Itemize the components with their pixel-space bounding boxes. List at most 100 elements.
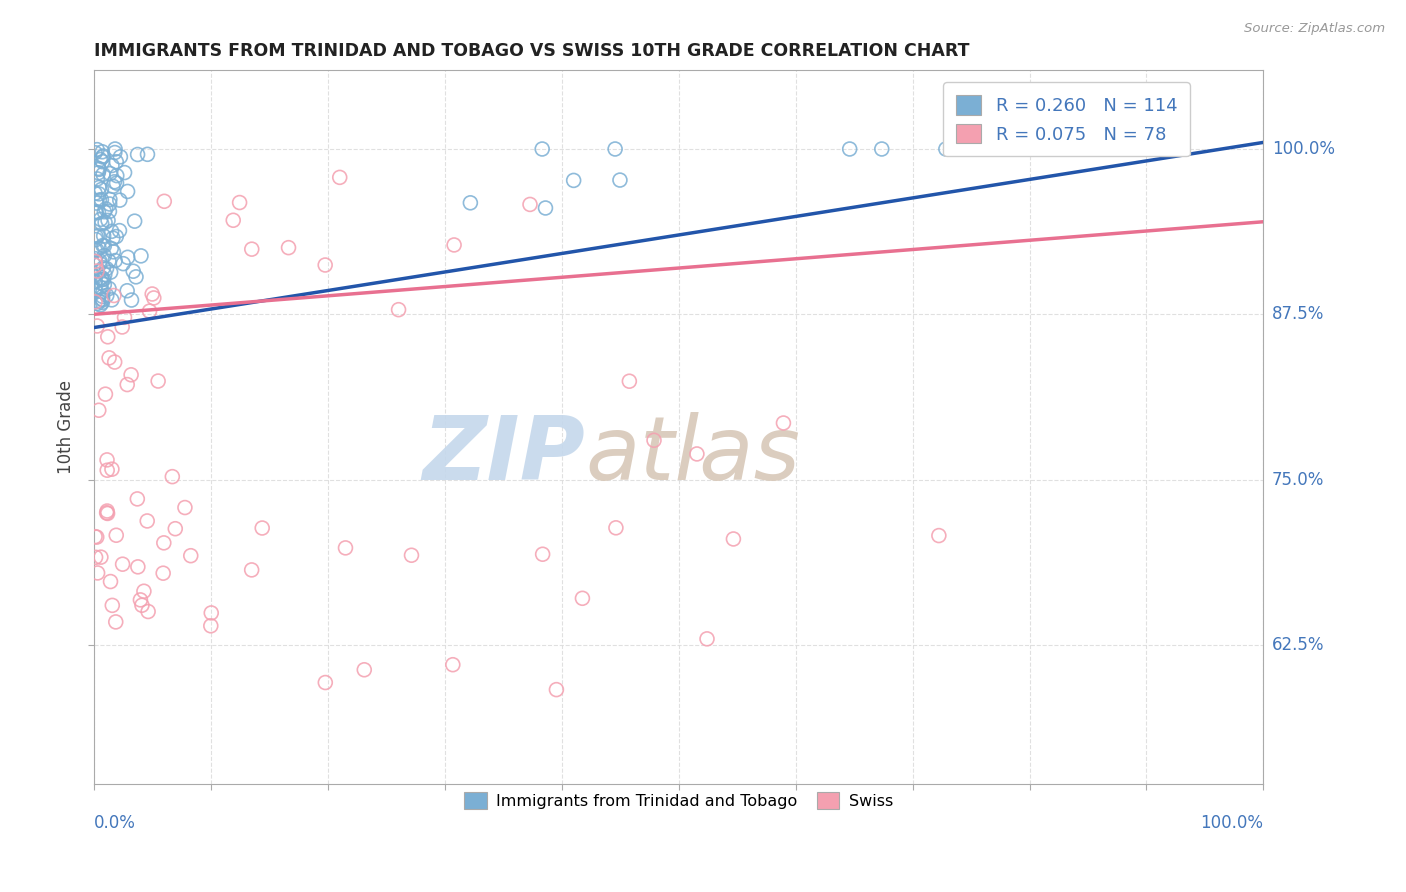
Point <box>86 296 108 310</box>
Point <box>100 242 122 256</box>
Point <box>122 264 145 278</box>
Point <box>105 528 128 542</box>
Point <box>87 205 110 219</box>
Point <box>121 293 143 307</box>
Point <box>91 167 114 181</box>
Point <box>772 416 794 430</box>
Point <box>91 295 114 310</box>
Point <box>90 182 112 196</box>
Point <box>93 260 115 275</box>
Point <box>162 469 184 483</box>
Point <box>89 193 111 207</box>
Point <box>112 257 135 271</box>
Point <box>101 179 124 194</box>
Point <box>619 374 641 388</box>
Point <box>93 249 115 263</box>
Point <box>174 500 197 515</box>
Point <box>89 280 111 294</box>
Point <box>98 193 121 207</box>
Point <box>84 243 107 257</box>
Point <box>152 566 174 581</box>
Point <box>98 281 121 295</box>
Point <box>84 274 107 288</box>
Point <box>89 153 111 167</box>
Point <box>84 254 107 268</box>
Text: 100.0%: 100.0% <box>1201 814 1264 832</box>
Point <box>870 142 893 156</box>
Point <box>115 284 138 298</box>
Point <box>84 284 107 298</box>
Point <box>387 302 409 317</box>
Point <box>100 574 122 589</box>
Point <box>84 186 107 201</box>
Text: ZIP: ZIP <box>422 412 585 499</box>
Point <box>129 249 152 263</box>
Point <box>531 142 554 156</box>
Point <box>838 142 860 156</box>
Point <box>519 197 541 211</box>
Point <box>136 514 159 528</box>
Text: 87.5%: 87.5% <box>1272 305 1324 323</box>
Point <box>84 530 107 544</box>
Point <box>240 563 263 577</box>
Point <box>110 150 132 164</box>
Point <box>131 599 153 613</box>
Point <box>97 213 120 227</box>
Point <box>91 292 114 306</box>
Point <box>101 231 124 245</box>
Point <box>314 258 336 272</box>
Point <box>91 154 114 169</box>
Point <box>97 507 120 521</box>
Point <box>153 194 176 209</box>
Point <box>141 287 163 301</box>
Point <box>84 206 107 220</box>
Point <box>87 161 110 176</box>
Point <box>443 238 465 252</box>
Point <box>90 212 112 227</box>
Point <box>153 536 176 550</box>
Point <box>105 169 128 183</box>
Point <box>84 294 107 309</box>
Point <box>93 204 115 219</box>
Point <box>91 293 114 307</box>
Point <box>562 173 585 187</box>
Point <box>460 195 482 210</box>
Point <box>96 261 118 276</box>
Point <box>86 243 108 257</box>
Point <box>84 229 107 244</box>
Point <box>127 559 149 574</box>
Point <box>87 403 110 417</box>
Y-axis label: 10th Grade: 10th Grade <box>58 380 75 474</box>
Point <box>86 228 108 243</box>
Point <box>101 462 124 476</box>
Point <box>91 150 114 164</box>
Point <box>91 289 114 303</box>
Point <box>87 180 110 194</box>
Point <box>935 142 957 156</box>
Point <box>104 142 127 156</box>
Point <box>104 145 127 160</box>
Point <box>103 175 125 189</box>
Point <box>222 213 245 227</box>
Point <box>86 566 108 580</box>
Point <box>103 244 125 259</box>
Point <box>643 434 665 448</box>
Point <box>111 320 134 334</box>
Point <box>84 204 107 219</box>
Point <box>117 250 139 264</box>
Point <box>101 159 124 173</box>
Point <box>84 252 107 266</box>
Point <box>91 238 114 252</box>
Point <box>89 298 111 312</box>
Point <box>94 268 117 282</box>
Point <box>111 557 134 571</box>
Point <box>125 269 148 284</box>
Point <box>1028 142 1050 156</box>
Point <box>353 663 375 677</box>
Point <box>90 550 112 565</box>
Point <box>114 165 136 179</box>
Point <box>108 193 131 207</box>
Point <box>93 272 115 286</box>
Point <box>127 491 149 506</box>
Point <box>605 521 627 535</box>
